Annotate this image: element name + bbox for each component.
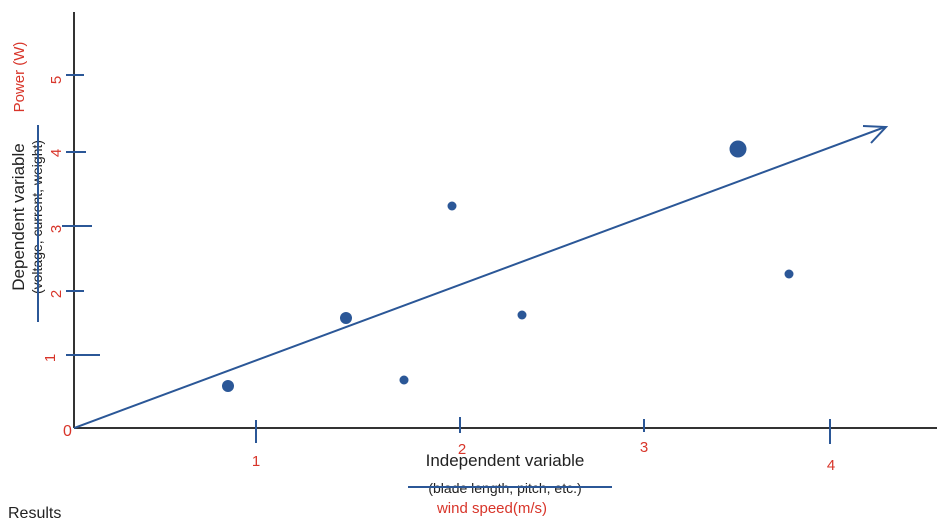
data-point xyxy=(222,380,234,392)
x-axis-label-replacement: wind speed(m/s) xyxy=(436,500,547,517)
y-axis-label-replacement: Power (W) xyxy=(11,42,28,113)
x-axis-label: Independent variable xyxy=(426,451,585,470)
data-point xyxy=(784,269,794,279)
y-ticks xyxy=(62,74,100,356)
data-point xyxy=(447,201,457,211)
y-tick-2: 2 xyxy=(48,290,65,298)
x-tick-2: 2 xyxy=(458,441,466,458)
y-tick-4: 4 xyxy=(48,149,65,157)
y-tick-0: 0 xyxy=(63,423,72,440)
y-axis-label: Dependent variable xyxy=(9,143,28,290)
data-point xyxy=(517,310,527,320)
x-ticks xyxy=(255,417,831,444)
y-tick-labels: 5 4 3 2 1 0 xyxy=(42,76,72,440)
x-tick-labels: 1 2 3 4 xyxy=(252,439,835,474)
data-point xyxy=(399,375,409,385)
data-points xyxy=(222,140,794,392)
results-caption: Results xyxy=(8,505,61,522)
data-point xyxy=(729,140,747,158)
x-tick-1: 1 xyxy=(252,453,260,470)
data-point xyxy=(340,312,352,324)
y-tick-1: 1 xyxy=(42,354,59,362)
y-tick-5: 5 xyxy=(48,76,65,84)
x-tick-4: 4 xyxy=(827,457,835,474)
x-tick-3: 3 xyxy=(640,439,648,456)
y-tick-3: 3 xyxy=(48,225,65,233)
trend-arrow xyxy=(73,125,889,429)
